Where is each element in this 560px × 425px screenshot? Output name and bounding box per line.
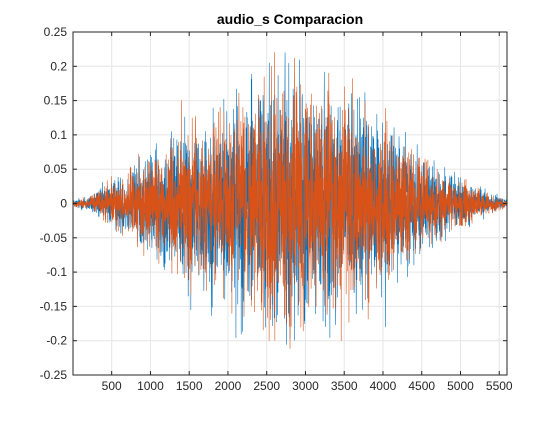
y-tick-label: -0.05: [40, 231, 68, 245]
x-tick-label: 4500: [408, 379, 435, 393]
x-tick-label: 2500: [253, 379, 280, 393]
y-tick-label: -0.15: [40, 299, 68, 313]
x-tick-label: 500: [102, 379, 122, 393]
x-tick-label: 5000: [447, 379, 474, 393]
x-tick-label: 1000: [137, 379, 164, 393]
y-tick-label: 0: [60, 197, 67, 211]
ticks: 500 1000 1500 2000 2500 3000 3500 4000 4500 5000 5…: [40, 25, 513, 393]
y-tick-label: -0.25: [40, 368, 68, 382]
x-tick-label: 2000: [215, 379, 242, 393]
x-tick-label: 3000: [292, 379, 319, 393]
y-tick-label: 0.05: [44, 162, 68, 176]
x-tick-label: 4000: [370, 379, 397, 393]
y-tick-label: 0.2: [50, 59, 67, 73]
y-tick-label: -0.1: [46, 265, 67, 279]
x-tick-label: 5500: [486, 379, 513, 393]
y-tick-label: 0.25: [44, 25, 68, 39]
y-tick-label: -0.2: [46, 334, 67, 348]
series-layer: [72, 52, 508, 349]
x-tick-label: 1500: [176, 379, 203, 393]
chart-title: audio_s Comparacion: [217, 11, 363, 27]
series-line-2: [72, 52, 508, 349]
y-tick-label: 0.1: [50, 128, 67, 142]
x-tick-label: 3500: [331, 379, 358, 393]
y-tick-label: 0.15: [44, 94, 68, 108]
